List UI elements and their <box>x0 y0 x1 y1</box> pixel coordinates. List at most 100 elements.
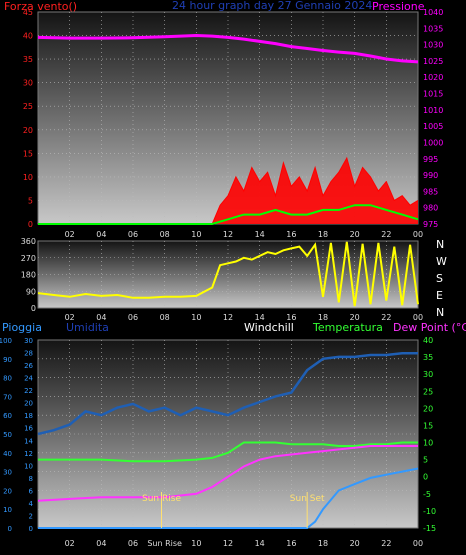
dew-point-c-line <box>37 445 418 502</box>
top-left-axis-label: Forza vento() <box>4 0 77 13</box>
x-tick-label: 16 <box>286 539 296 548</box>
y-tick-label: 30 <box>24 337 33 345</box>
y-tick-label: 6 <box>29 487 34 495</box>
y-tick-label: 80 <box>3 375 12 383</box>
mid-grid <box>38 241 418 308</box>
y-tick-label: 12 <box>24 450 33 458</box>
x-tick-label: 00 <box>413 539 423 548</box>
y-tick-label: 10 <box>3 506 12 514</box>
y-tick-label: 10 <box>24 462 33 470</box>
y-tick-label: 18 <box>24 412 33 420</box>
x-tick-label: 00 <box>413 313 423 322</box>
y-tick-label: 26 <box>24 362 33 370</box>
y-tick-label: 0 <box>8 525 12 533</box>
y-tick-label: 30 <box>423 370 433 379</box>
compass-letter: N <box>436 306 444 319</box>
x-tick-label: 16 <box>286 313 296 322</box>
y-tick-label: 995 <box>423 155 438 164</box>
x-tick-label: 12 <box>223 313 233 322</box>
y-tick-label: 1000 <box>423 138 443 147</box>
x-tick-label: 20 <box>350 230 360 239</box>
y-tick-label: 990 <box>423 171 438 180</box>
compass-letter: N <box>436 238 444 251</box>
y-tick-label: -5 <box>423 490 431 499</box>
y-tick-label: 35 <box>23 55 33 64</box>
y-tick-label: -10 <box>423 507 436 516</box>
y-tick-label: 40 <box>423 336 433 345</box>
y-tick-label: 10 <box>423 439 433 448</box>
y-tick-label: 30 <box>3 469 12 477</box>
sun-rise-label: Sun Rise <box>142 494 181 504</box>
y-tick-label: 100 <box>0 337 12 345</box>
y-tick-label: 90 <box>3 356 12 364</box>
compass-letter: E <box>436 289 443 302</box>
y-tick-label: 1020 <box>423 73 443 82</box>
y-tick-label: 180 <box>21 271 36 280</box>
compass-letter: W <box>436 255 447 268</box>
x-tick-label: 22 <box>381 313 391 322</box>
y-tick-label: 4 <box>29 500 34 508</box>
x-tick-label: 02 <box>65 230 75 239</box>
x-tick-label: 12 <box>223 539 233 548</box>
x-tick-label: 00 <box>413 230 423 239</box>
x-tick-label: 12 <box>223 230 233 239</box>
y-tick-label: 980 <box>423 204 438 213</box>
y-tick-label: 1030 <box>423 41 443 50</box>
legend-umidita: Umidita <box>66 321 109 334</box>
x-tick-label: 08 <box>160 313 170 322</box>
y-tick-label: 975 <box>423 220 438 229</box>
x-tick-label: 06 <box>128 539 138 548</box>
x-tick-label: 18 <box>318 539 328 548</box>
y-tick-label: 40 <box>3 450 12 458</box>
y-tick-label: 20 <box>24 400 33 408</box>
x-tick-label: Sun Rise <box>147 539 182 548</box>
y-tick-label: 1015 <box>423 90 443 99</box>
y-tick-label: 8 <box>29 475 33 483</box>
wind-speed-area <box>38 158 418 224</box>
x-tick-label: 04 <box>96 230 106 239</box>
y-tick-label: 10 <box>23 173 33 182</box>
y-tick-label: 1010 <box>423 106 443 115</box>
x-tick-label: 16 <box>286 230 296 239</box>
wind-gust-line <box>38 204 419 225</box>
y-tick-label: 360 <box>21 237 36 246</box>
y-tick-label: 15 <box>23 149 33 158</box>
y-tick-label: 90 <box>26 287 36 296</box>
x-tick-label: 08 <box>160 230 170 239</box>
x-tick-label: 20 <box>350 313 360 322</box>
y-tick-label: 28 <box>24 350 33 358</box>
y-tick-label: 5 <box>423 456 428 465</box>
chart-title: 24 hour graph day 27 Gennaio 2024 <box>172 0 372 12</box>
pressure-line <box>37 33 419 64</box>
y-tick-label: 16 <box>24 425 33 433</box>
y-tick-label: 0 <box>423 473 428 482</box>
temperatura-line <box>38 441 418 463</box>
y-tick-label: 20 <box>423 404 433 413</box>
bottom-series <box>37 351 419 529</box>
y-tick-label: 270 <box>21 254 36 263</box>
legend-pioggia: Pioggia <box>2 321 42 334</box>
y-tick-label: 25 <box>423 387 433 396</box>
y-tick-label: 22 <box>24 387 33 395</box>
x-tick-label: 20 <box>350 539 360 548</box>
y-tick-label: 14 <box>24 437 33 445</box>
y-tick-label: 24 <box>24 375 33 383</box>
umidita-line <box>37 351 418 436</box>
x-tick-label: 06 <box>128 313 138 322</box>
y-tick-label: 20 <box>3 487 12 495</box>
y-tick-label: 35 <box>423 353 433 362</box>
y-tick-label: 30 <box>23 79 33 88</box>
top-series <box>37 33 419 225</box>
y-tick-label: 20 <box>23 126 33 135</box>
y-tick-label: 1035 <box>423 24 443 33</box>
x-tick-label: 22 <box>381 539 391 548</box>
x-tick-label: 14 <box>255 230 265 239</box>
legend-temperatura: Temperatura <box>312 321 383 334</box>
x-tick-label: 22 <box>381 230 391 239</box>
y-tick-label: 0 <box>28 220 33 229</box>
top-right-axis-label: Pressione <box>372 0 425 13</box>
x-tick-label: 14 <box>255 313 265 322</box>
y-tick-label: 1040 <box>423 8 443 17</box>
y-tick-label: 40 <box>23 32 33 41</box>
